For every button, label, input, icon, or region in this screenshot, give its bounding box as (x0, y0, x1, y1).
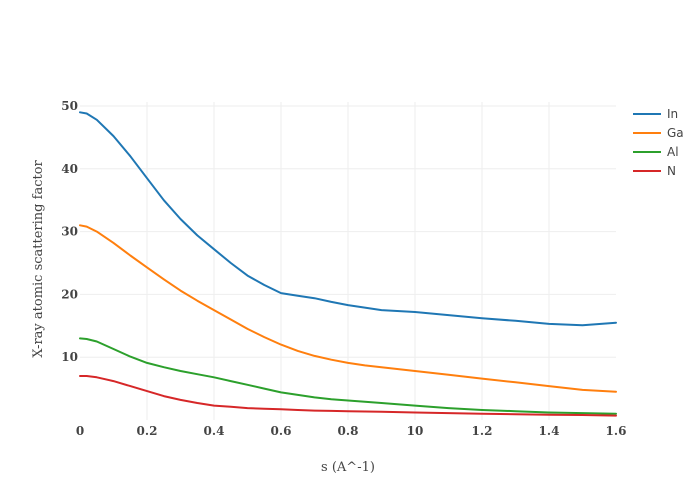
legend-item-in[interactable]: In (633, 107, 678, 121)
x-tick-label: 0.2 (137, 424, 158, 438)
series-line-ga (79, 224, 617, 393)
y-tick-label: 30 (61, 225, 78, 239)
grid-lines (80, 102, 616, 420)
y-tick-label: 40 (61, 162, 78, 176)
x-tick-label: 0.6 (271, 424, 292, 438)
y-tick-label: 20 (61, 287, 78, 301)
x-tick-label: 10 (407, 424, 424, 438)
y-tick-label: 50 (61, 99, 78, 113)
series-lines (79, 111, 617, 417)
x-tick-label: 1.4 (539, 424, 560, 438)
legend-label: Ga (667, 126, 684, 140)
x-tick-label: 0.4 (204, 424, 225, 438)
x-tick-label: 1.2 (472, 424, 493, 438)
x-axis-title: s (A^-1) (321, 460, 375, 475)
y-axis-title: X-ray atomic scattering factor (31, 159, 46, 357)
x-axis-ticks: 0 0.2 0.4 0.6 0.8 10 1.2 1.4 1.6 (76, 424, 627, 438)
y-tick-label: 10 (61, 350, 78, 364)
legend-label: In (667, 107, 678, 121)
legend-item-n[interactable]: N (633, 164, 676, 178)
legend-label: Al (667, 145, 679, 159)
x-tick-label: 0 (76, 424, 84, 438)
y-axis-ticks: 10 20 30 40 50 (61, 99, 78, 364)
x-tick-label: 1.6 (606, 424, 627, 438)
legend-item-al[interactable]: Al (633, 145, 679, 159)
legend-label: N (667, 164, 676, 178)
series-line-n (79, 375, 617, 417)
x-tick-label: 0.8 (338, 424, 359, 438)
legend-item-ga[interactable]: Ga (633, 126, 684, 140)
series-line-in (79, 111, 617, 327)
legend[interactable]: In Ga Al N (633, 107, 684, 178)
series-line-al (79, 337, 617, 415)
